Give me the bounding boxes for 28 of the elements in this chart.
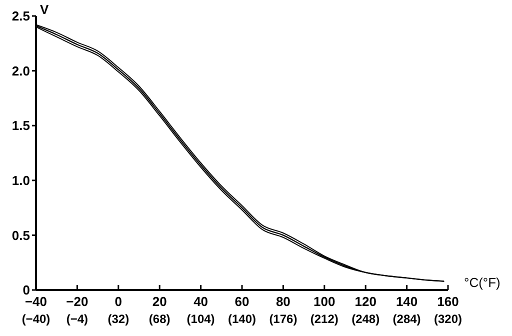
x2-tick-label: (284) — [392, 312, 421, 326]
x2-tick-label: (32) — [108, 312, 130, 326]
x2-tick-label: (212) — [310, 312, 338, 326]
x2-tick-label: (−4) — [66, 312, 88, 326]
x2-tick-label: (−40) — [22, 312, 50, 326]
x2-tick-label: (68) — [148, 312, 170, 326]
x2-tick-label: (176) — [269, 312, 298, 326]
y-tick-label: 2.0 — [12, 63, 30, 78]
x-tick-label: 80 — [276, 294, 290, 309]
x-axis-title: °C(°F) — [464, 275, 500, 290]
x2-tick-label: (320) — [434, 312, 462, 326]
y-tick-label: 1.5 — [12, 118, 30, 134]
x-tick-label: −20 — [66, 294, 88, 309]
y-tick-label: 2.5 — [12, 8, 30, 24]
x2-tick-label: (248) — [352, 312, 380, 326]
x-tick-label: 100 — [314, 294, 336, 309]
x-tick-label: 20 — [152, 294, 167, 309]
x-tick-label: 0 — [114, 294, 122, 309]
x-tick-label: 140 — [396, 294, 418, 309]
y-tick-label: 1.0 — [12, 172, 30, 188]
x2-tick-label: (104) — [186, 312, 215, 326]
x-tick-label: 60 — [234, 294, 250, 309]
x-tick-label: 40 — [194, 294, 208, 309]
y-tick-label: 0.5 — [12, 228, 30, 243]
x2-tick-label: (140) — [228, 312, 256, 326]
x-tick-label: 160 — [437, 294, 459, 309]
x-tick-label: 120 — [354, 294, 376, 309]
y-axis-title: V — [40, 2, 49, 17]
